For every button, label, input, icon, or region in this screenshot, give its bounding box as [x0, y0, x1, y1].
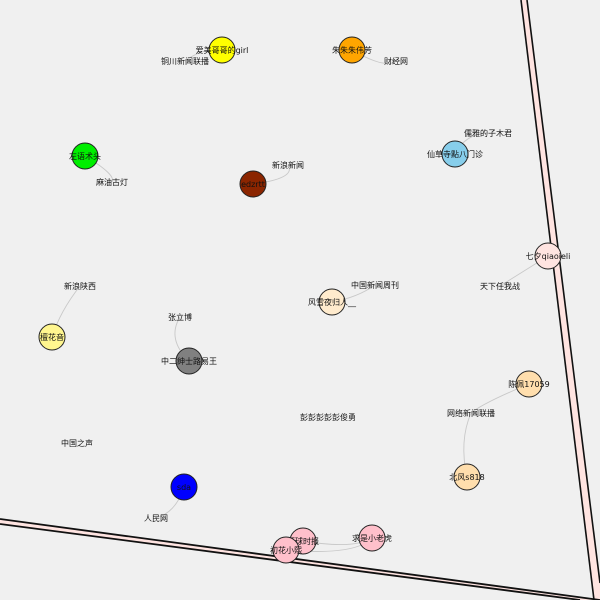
text-node-label: 张立博 [168, 312, 192, 322]
graph-node[interactable]: sda [171, 474, 197, 500]
graph-node[interactable]: 陈佩17059 [508, 371, 549, 397]
text-node-label: 新浪新闻 [272, 160, 304, 170]
graph-node[interactable]: 求是小老虎 [352, 525, 392, 551]
node-label: 左语术头 [69, 151, 101, 161]
text-node-label: 新浪陕西 [64, 281, 96, 291]
text-node-label: 中国新闻周刊 [351, 280, 399, 290]
graph-node[interactable]: 檀花音 [39, 324, 65, 350]
graph-node[interactable]: edzrtt [240, 171, 266, 197]
node-label: sda [177, 483, 191, 492]
node-label: 檀花音 [40, 332, 64, 342]
node-label: 朱朱朱伟芳 [332, 45, 372, 55]
text-node-label: 人民网 [144, 514, 168, 523]
node-label: 求是小老虎 [352, 533, 392, 543]
node-label: 陈佩17059 [508, 379, 549, 389]
graph-node[interactable]: 中二绅士路易王 [161, 348, 217, 374]
text-node-label: 铜川新闻联播 [161, 56, 209, 66]
node-label: 仙草寺點八门诊 [427, 149, 483, 159]
right-frame-line-outer [521, 0, 594, 600]
text-node-label: 网络新闻联播 [447, 408, 495, 418]
graph-node[interactable]: 仙草寺點八门诊 [427, 141, 483, 167]
text-node-label: 麻油古灯 [96, 177, 128, 187]
node-label: 七夕qiaoieli [526, 251, 571, 261]
node-label: 风雪夜归人__ [308, 297, 357, 307]
text-node-label: 彭彭彭彭彭俊勇 [300, 412, 356, 422]
graph-node[interactable]: 风雪夜归人__ [308, 289, 357, 315]
text-node-label: 儒雅的子木君 [464, 128, 512, 138]
graph-node[interactable]: 左语术头 [69, 143, 101, 169]
right-frame-line-inner [527, 0, 600, 583]
right-frame-band [521, 0, 600, 600]
node-label: 初花小熙 [270, 545, 302, 555]
node-label: edzrtt [241, 180, 265, 189]
text-node-label: 天下任我战 [480, 281, 520, 291]
node-label: 中二绅士路易王 [161, 356, 217, 366]
graph-node[interactable]: 七夕qiaoieli [526, 243, 571, 269]
text-node-label: 中国之声 [61, 438, 93, 448]
node-label: 北风s818 [449, 473, 484, 482]
node-label: 爱美哥哥的girl [196, 45, 249, 55]
text-node-label: 财经网 [384, 56, 408, 66]
graph-node[interactable]: 朱朱朱伟芳 [332, 37, 372, 63]
graph-node[interactable]: 北风s818 [449, 464, 484, 490]
